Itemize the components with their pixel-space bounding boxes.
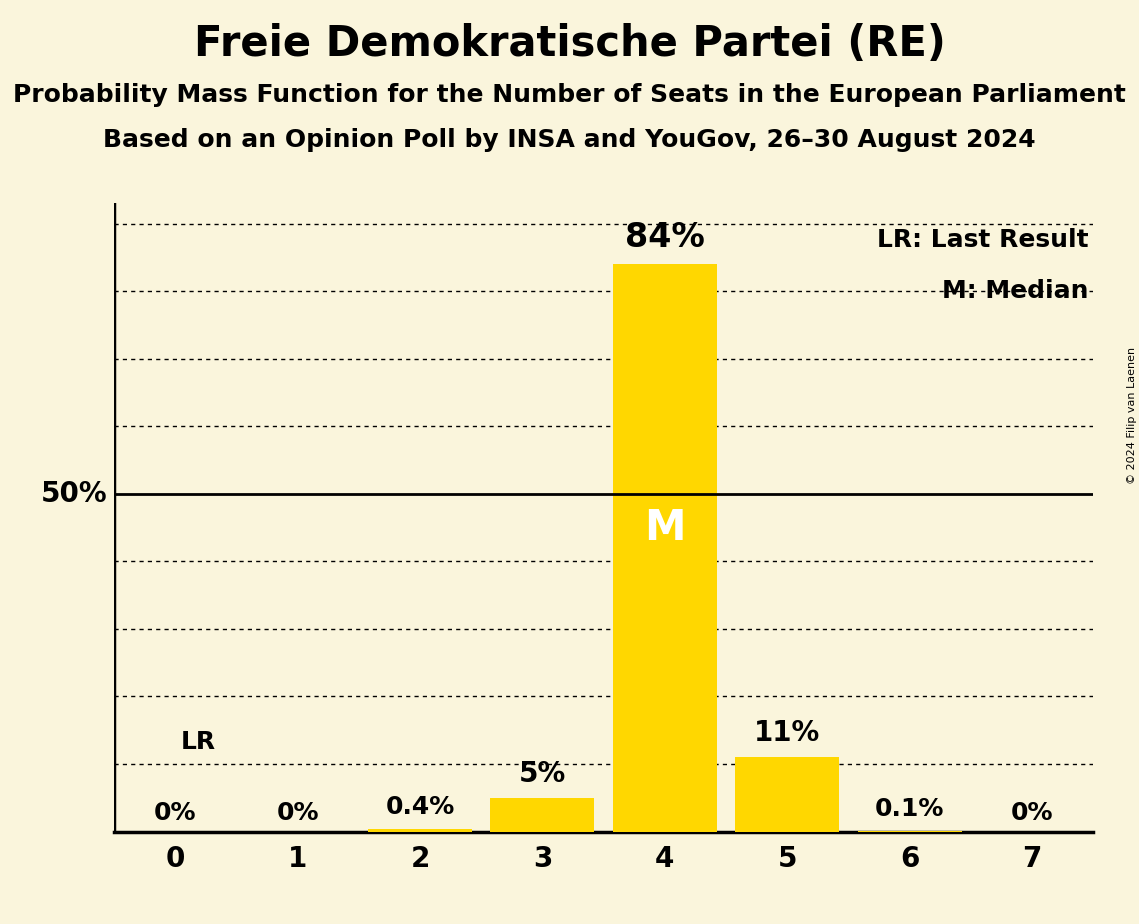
Text: Based on an Opinion Poll by INSA and YouGov, 26–30 August 2024: Based on an Opinion Poll by INSA and You… — [104, 128, 1035, 152]
Text: 11%: 11% — [754, 719, 820, 748]
Text: © 2024 Filip van Laenen: © 2024 Filip van Laenen — [1126, 347, 1137, 484]
Text: 84%: 84% — [625, 221, 705, 254]
Text: 0%: 0% — [277, 801, 319, 825]
Text: 50%: 50% — [41, 480, 108, 508]
Bar — [491, 797, 595, 832]
Text: 5%: 5% — [519, 760, 566, 787]
Text: LR: Last Result: LR: Last Result — [877, 228, 1089, 252]
Text: 0.4%: 0.4% — [385, 795, 454, 819]
Text: M: M — [645, 506, 686, 549]
Text: 0%: 0% — [154, 801, 196, 825]
Text: Probability Mass Function for the Number of Seats in the European Parliament: Probability Mass Function for the Number… — [13, 83, 1126, 107]
Text: 0.1%: 0.1% — [875, 796, 944, 821]
Bar — [368, 829, 472, 832]
Text: Freie Demokratische Partei (RE): Freie Demokratische Partei (RE) — [194, 23, 945, 65]
Text: 0%: 0% — [1011, 801, 1054, 825]
Text: M: Median: M: Median — [942, 279, 1089, 303]
Bar — [613, 264, 716, 832]
Bar — [736, 758, 839, 832]
Text: LR: LR — [181, 730, 216, 754]
